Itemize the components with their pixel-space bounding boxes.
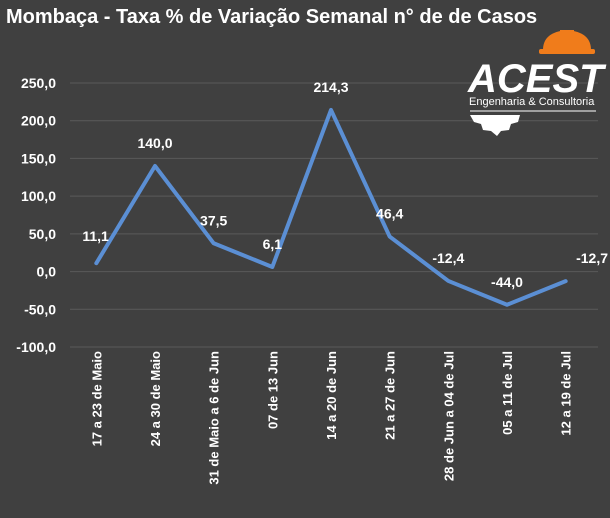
x-tick-label: 05 a 11 de Jul bbox=[500, 351, 515, 435]
x-tick-label: 17 a 23 de Maio bbox=[89, 351, 104, 446]
y-tick-label: -50,0 bbox=[24, 301, 56, 317]
x-tick-label: 12 a 19 de Jul bbox=[559, 351, 574, 436]
data-label: -44,0 bbox=[491, 274, 523, 290]
data-label: 6,1 bbox=[263, 236, 283, 252]
x-tick-label: 14 a 20 de Jun bbox=[324, 351, 339, 440]
y-tick-label: 250,0 bbox=[21, 75, 56, 91]
y-tick-label: 150,0 bbox=[21, 150, 56, 166]
y-tick-label: 100,0 bbox=[21, 188, 56, 204]
x-tick-label: 07 de 13 Jun bbox=[265, 351, 280, 429]
x-tick-label: 28 de Jun a 04 de Jul bbox=[441, 351, 456, 481]
acest-logo: ACEST Engenharia & Consultoria bbox=[467, 30, 607, 136]
y-tick-label: 200,0 bbox=[21, 113, 56, 129]
data-labels: 11,1 140,0 37,5 6,1 214,3 46,4 -12,4 -44,0 -12,7 bbox=[82, 79, 608, 290]
gear-icon bbox=[470, 115, 520, 136]
logo-name: ACEST bbox=[467, 57, 607, 101]
data-label: 46,4 bbox=[376, 206, 403, 222]
chart-title: Mombaça - Taxa % de Variação Semanal n° … bbox=[6, 6, 538, 28]
y-axis: 250,0 200,0 150,0 100,0 50,0 0,0 -50,0 -100,0 bbox=[16, 75, 56, 355]
logo-tagline: Engenharia & Consultoria bbox=[469, 96, 595, 108]
x-tick-label: 21 a 27 de Jun bbox=[383, 351, 398, 440]
hard-hat-icon bbox=[539, 30, 595, 54]
data-label: 37,5 bbox=[200, 212, 227, 228]
data-label: 214,3 bbox=[313, 79, 348, 95]
data-label: 140,0 bbox=[137, 135, 172, 151]
series bbox=[94, 107, 568, 307]
x-tick-label: 24 a 30 de Maio bbox=[148, 351, 163, 446]
x-tick-label: 31 de Maio a 6 de Jun bbox=[207, 351, 222, 485]
data-label: -12,4 bbox=[432, 250, 464, 266]
gridlines bbox=[70, 82, 598, 348]
y-tick-label: -100,0 bbox=[16, 339, 56, 355]
x-axis: 17 a 23 de Maio 24 a 30 de Maio 31 de Maio… bbox=[89, 351, 573, 485]
y-tick-label: 50,0 bbox=[29, 226, 56, 242]
data-label: -12,7 bbox=[576, 250, 608, 266]
y-tick-label: 0,0 bbox=[37, 264, 57, 280]
data-label: 11,1 bbox=[82, 228, 109, 244]
